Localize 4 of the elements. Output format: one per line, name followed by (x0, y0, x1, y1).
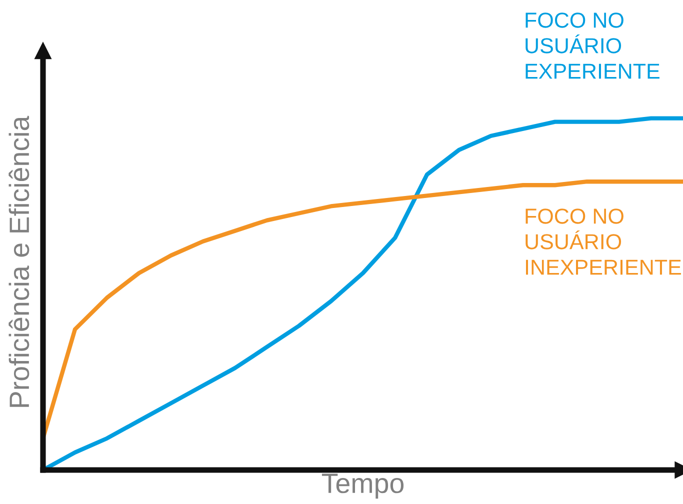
y-axis-title: Proficiência e Eficiência (8, 116, 30, 407)
series-label: FOCO NO USUÁRIO EXPERIENTE (526, 12, 660, 79)
x-axis-title: Tempo (322, 474, 404, 499)
series-label: FOCO NO USUÁRIO INEXPERIENTE (526, 208, 681, 275)
